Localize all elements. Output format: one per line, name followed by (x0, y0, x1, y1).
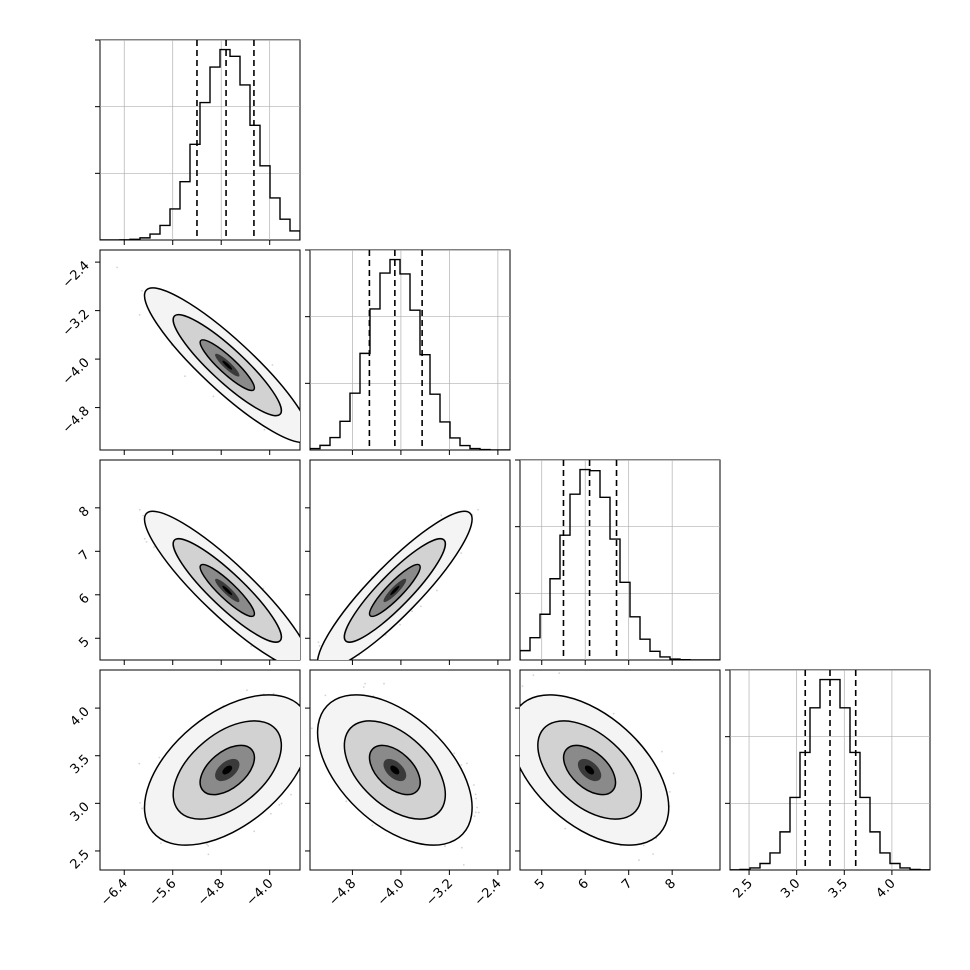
scatter-panel-2-1 (302, 459, 511, 693)
sample-point (440, 514, 443, 517)
sample-point (116, 266, 118, 269)
sample-point (141, 289, 143, 292)
sample-point (278, 804, 281, 806)
sample-point (280, 802, 283, 805)
scatter-panel-1-0: −4.8 −4.0 −3.2 −2.4 (60, 249, 308, 455)
sample-point (332, 665, 334, 667)
sample-point (324, 664, 326, 666)
histogram-step-0 (100, 48, 300, 240)
sample-point (250, 645, 253, 648)
sample-point (139, 802, 141, 804)
sample-point (326, 665, 328, 667)
y-tick-label: −4.0 (60, 355, 93, 388)
sample-point (184, 375, 186, 378)
sample-point (138, 508, 141, 511)
sample-point (399, 623, 401, 626)
sample-point (143, 537, 146, 540)
sample-point (305, 658, 307, 660)
sample-point (317, 641, 320, 643)
histogram-panel-1 (305, 249, 511, 455)
sample-point (138, 314, 141, 316)
y-tick-label: −4.8 (60, 404, 93, 437)
sample-point (160, 842, 162, 844)
sample-point (271, 364, 274, 366)
sample-point (436, 589, 438, 592)
sample-point (270, 812, 272, 815)
sample-point (290, 793, 292, 796)
scatter-panel-3-0: −6.4 −5.6 −4.8 −4.02.53.03.54.0 (68, 669, 301, 909)
sample-point (145, 541, 148, 543)
y-tick-label: −3.2 (60, 307, 93, 340)
sample-point (302, 648, 304, 650)
sample-point (212, 395, 215, 398)
sample-point (246, 689, 248, 692)
sample-point (306, 433, 308, 435)
sample-point (141, 807, 144, 810)
sample-point (142, 514, 145, 517)
sample-point (411, 610, 413, 613)
histogram-step-1 (310, 258, 510, 450)
density-peak (222, 585, 233, 596)
sample-point (263, 428, 266, 431)
sample-point (305, 644, 307, 646)
histogram-panel-2 (515, 459, 721, 665)
y-tick-label: 7 (76, 548, 92, 564)
sample-point (153, 546, 156, 549)
histogram-panel-0 (95, 39, 301, 245)
y-tick-label: 6 (76, 591, 92, 607)
sample-point (327, 666, 329, 668)
sample-point (477, 508, 479, 511)
sample-point (302, 691, 304, 693)
histogram-step-2 (520, 468, 720, 660)
density-peak (222, 360, 233, 370)
sample-point (318, 645, 321, 647)
sample-point (272, 692, 275, 695)
y-tick-label: 5 (76, 634, 92, 650)
sample-point (303, 441, 305, 443)
sample-point (420, 605, 422, 608)
sample-point (296, 664, 298, 666)
density-peak (390, 585, 400, 596)
y-tick-label: 8 (76, 504, 92, 520)
sample-point (302, 436, 304, 438)
sample-point (158, 756, 161, 759)
sample-point (460, 552, 463, 554)
scatter-panel-2-0: 5 6 7 8 (76, 459, 307, 666)
y-tick-label: −2.4 (60, 258, 93, 291)
